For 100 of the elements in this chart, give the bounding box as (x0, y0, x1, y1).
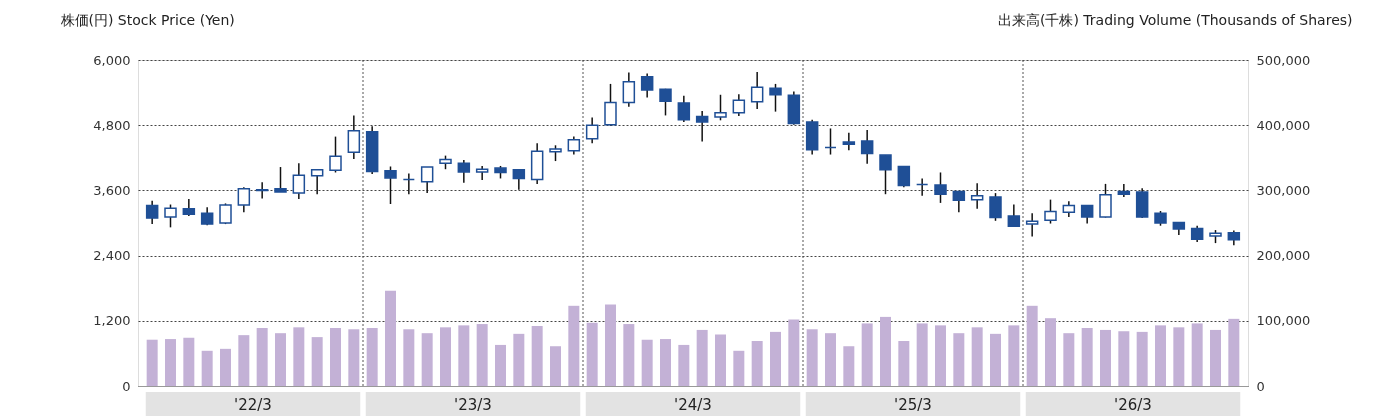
candlestick (1080, 204, 1094, 225)
candlestick (769, 83, 782, 113)
bar (385, 290, 396, 386)
bar (605, 304, 616, 386)
y-tick-label: 3,600 (93, 182, 131, 198)
bar (733, 350, 745, 386)
bar (1118, 331, 1130, 386)
bar (440, 327, 451, 386)
bar (1210, 329, 1221, 386)
bar (1081, 327, 1093, 386)
bar (403, 329, 415, 386)
bar (751, 341, 763, 386)
candlestick (732, 93, 746, 117)
candlestick (164, 203, 177, 229)
bar (825, 333, 836, 386)
bar (806, 329, 818, 386)
y2-tick-label: 100,000 (1256, 313, 1311, 329)
y2-tick-label: 0 (1256, 378, 1265, 394)
candlestick (237, 186, 251, 213)
candlestick (970, 182, 984, 210)
candlestick (824, 127, 837, 156)
candlestick (915, 177, 929, 197)
y2-axis-title: 出来高(千株) Trading Volume (Thousands of Shares) (997, 11, 1353, 28)
bar (788, 319, 800, 386)
text: '22/3 (234, 396, 272, 414)
candlestick (1044, 198, 1057, 225)
candlestick (897, 165, 911, 188)
candlestick (879, 154, 892, 195)
y2-tick-label: 500,000 (1256, 52, 1311, 68)
bar (1063, 333, 1075, 386)
candlestick (347, 114, 361, 160)
bar (531, 326, 543, 386)
bar (238, 335, 250, 386)
candlestick (604, 83, 617, 127)
text: '23/3 (454, 396, 492, 414)
bar (843, 346, 855, 386)
bar (623, 324, 635, 386)
bar (495, 344, 506, 386)
candlestick (420, 166, 434, 194)
candlestick (274, 166, 287, 193)
bar (458, 325, 470, 386)
candlestick (677, 95, 691, 123)
bar (275, 333, 286, 386)
candlestick (934, 171, 947, 204)
y-axis-title: 株価(円) Stock Price (Yen) (59, 11, 235, 28)
candlestick (384, 165, 397, 205)
candlestick (585, 116, 599, 144)
y2-tick-label: 200,000 (1256, 248, 1311, 264)
bar (513, 333, 525, 386)
bar (898, 341, 910, 386)
candlestick (989, 192, 1002, 222)
candlestick (457, 159, 471, 184)
candlestick (1007, 203, 1021, 228)
bar (770, 331, 781, 386)
candlestick (640, 72, 654, 99)
bar (1045, 318, 1056, 386)
bar (311, 337, 323, 386)
bar (421, 333, 433, 386)
y-tick-label: 1,200 (93, 313, 131, 329)
candlestick (659, 88, 672, 117)
bar (348, 329, 360, 386)
y-tick-label: 0 (122, 378, 131, 394)
text: '24/3 (674, 396, 712, 414)
bar (1136, 331, 1148, 386)
bar (880, 316, 891, 386)
bar (1228, 318, 1240, 386)
candlestick (310, 169, 324, 195)
candlestick (255, 181, 269, 200)
bar (1173, 327, 1185, 386)
text: '25/3 (894, 396, 932, 414)
y2-tick-label: 300,000 (1256, 182, 1311, 198)
candlestick (622, 71, 636, 108)
bar (165, 339, 176, 386)
bar (476, 324, 488, 386)
candlestick (860, 129, 874, 165)
bar (1100, 329, 1111, 386)
bar (1155, 325, 1166, 386)
bar (201, 350, 213, 386)
candlestick (1025, 212, 1039, 238)
bar (953, 333, 965, 386)
bar (1008, 325, 1020, 386)
bar (256, 327, 268, 386)
y2-tick-label: 400,000 (1256, 117, 1311, 133)
candlestick (329, 135, 342, 174)
candlestick (750, 71, 764, 110)
bar (678, 344, 690, 386)
candlestick (1117, 183, 1131, 198)
bar (641, 339, 653, 386)
bar (715, 334, 726, 386)
candlestick (714, 94, 727, 122)
bar (1026, 305, 1038, 386)
candlestick (145, 199, 159, 225)
bar (550, 346, 561, 386)
bar (366, 327, 378, 386)
bar (330, 327, 341, 386)
candlestick (292, 162, 306, 200)
candlestick (952, 190, 966, 213)
bar (293, 327, 305, 386)
bar (990, 333, 1001, 386)
bar (971, 327, 983, 386)
